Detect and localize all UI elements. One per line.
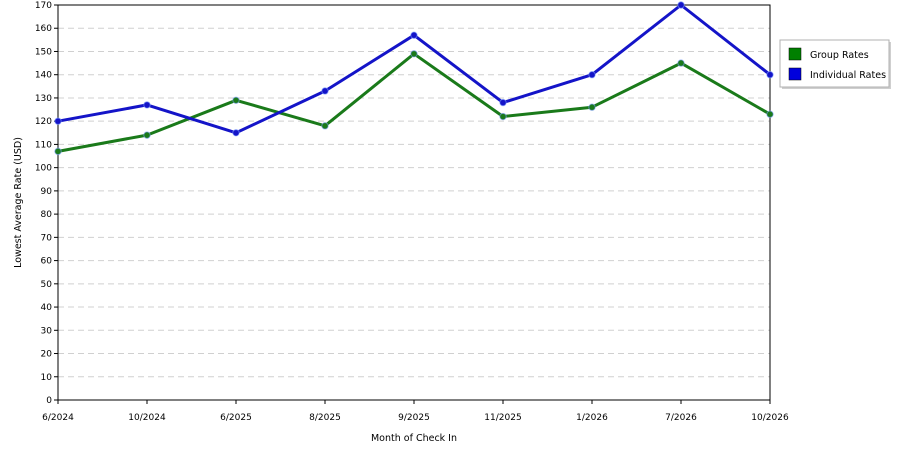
y-tick-label: 140 [35,71,52,81]
x-tick-label: 6/2025 [220,413,252,423]
x-axis-title: Month of Check In [371,433,457,444]
series-line-1 [57,3,771,135]
series-lines [57,3,771,153]
x-tick-label: 11/2025 [484,413,521,423]
data-point [677,59,685,67]
y-tick-label: 20 [41,350,53,360]
data-point [766,71,774,79]
y-tick-label: 100 [35,164,52,174]
plot-area-frame [57,4,771,401]
y-tick-label: 160 [35,24,52,34]
x-tick-label: 7/2026 [665,413,697,423]
data-point [677,1,685,9]
y-tick-label: 50 [41,280,53,290]
data-point [499,98,507,107]
data-point [321,87,329,95]
data-point [143,101,151,109]
data-point [766,110,774,118]
data-point [232,96,240,104]
x-tick-label: 10/2026 [751,413,789,423]
y-tick-label: 170 [35,1,52,11]
y-axis-title: Lowest Average Rate (USD) [13,137,24,268]
data-point [499,112,507,121]
data-point [321,122,329,130]
y-tick-label: 150 [35,47,52,57]
y-tick-label: 110 [35,140,52,150]
y-tick-label: 90 [41,187,53,197]
data-point [232,129,240,137]
y-tick-label: 10 [41,373,53,383]
y-tick-label: 0 [46,396,52,406]
x-tick-label: 1/2026 [576,413,608,423]
series-points [54,1,774,156]
data-point [54,147,62,156]
legend: Group Rates Individual Rates [779,39,891,89]
x-tick-label: 6/2024 [42,413,74,423]
data-point [54,117,62,125]
data-point [410,50,418,58]
x-tick-label: 8/2025 [309,413,341,423]
y-tick-label: 80 [41,210,53,220]
legend-entry-label: Group Rates [810,50,869,61]
data-point [588,103,596,111]
y-axis-ticks: 0 10 20 30 40 50 60 70 80 90 100 110 120 130 140 150 160… [35,1,58,406]
x-axis-ticks: 6/2024 10/2024 6/2025 8/2025 9/2025 11/2025 1/… [42,400,789,423]
y-tick-label: 30 [41,326,53,336]
data-point [410,31,418,39]
y-tick-label: 70 [41,233,53,243]
y-tick-label: 40 [41,303,53,313]
y-tick-label: 130 [35,94,52,104]
data-point [143,131,151,139]
x-tick-label: 10/2024 [128,413,166,423]
legend-swatch [788,47,802,61]
data-point [588,71,596,79]
grid-lines [58,27,770,378]
y-tick-label: 60 [41,257,53,267]
x-tick-label: 9/2025 [398,413,430,423]
series-line-0 [57,52,771,153]
legend-swatch [788,67,802,81]
legend-entry-label: Individual Rates [810,70,886,81]
y-tick-label: 120 [35,117,52,127]
